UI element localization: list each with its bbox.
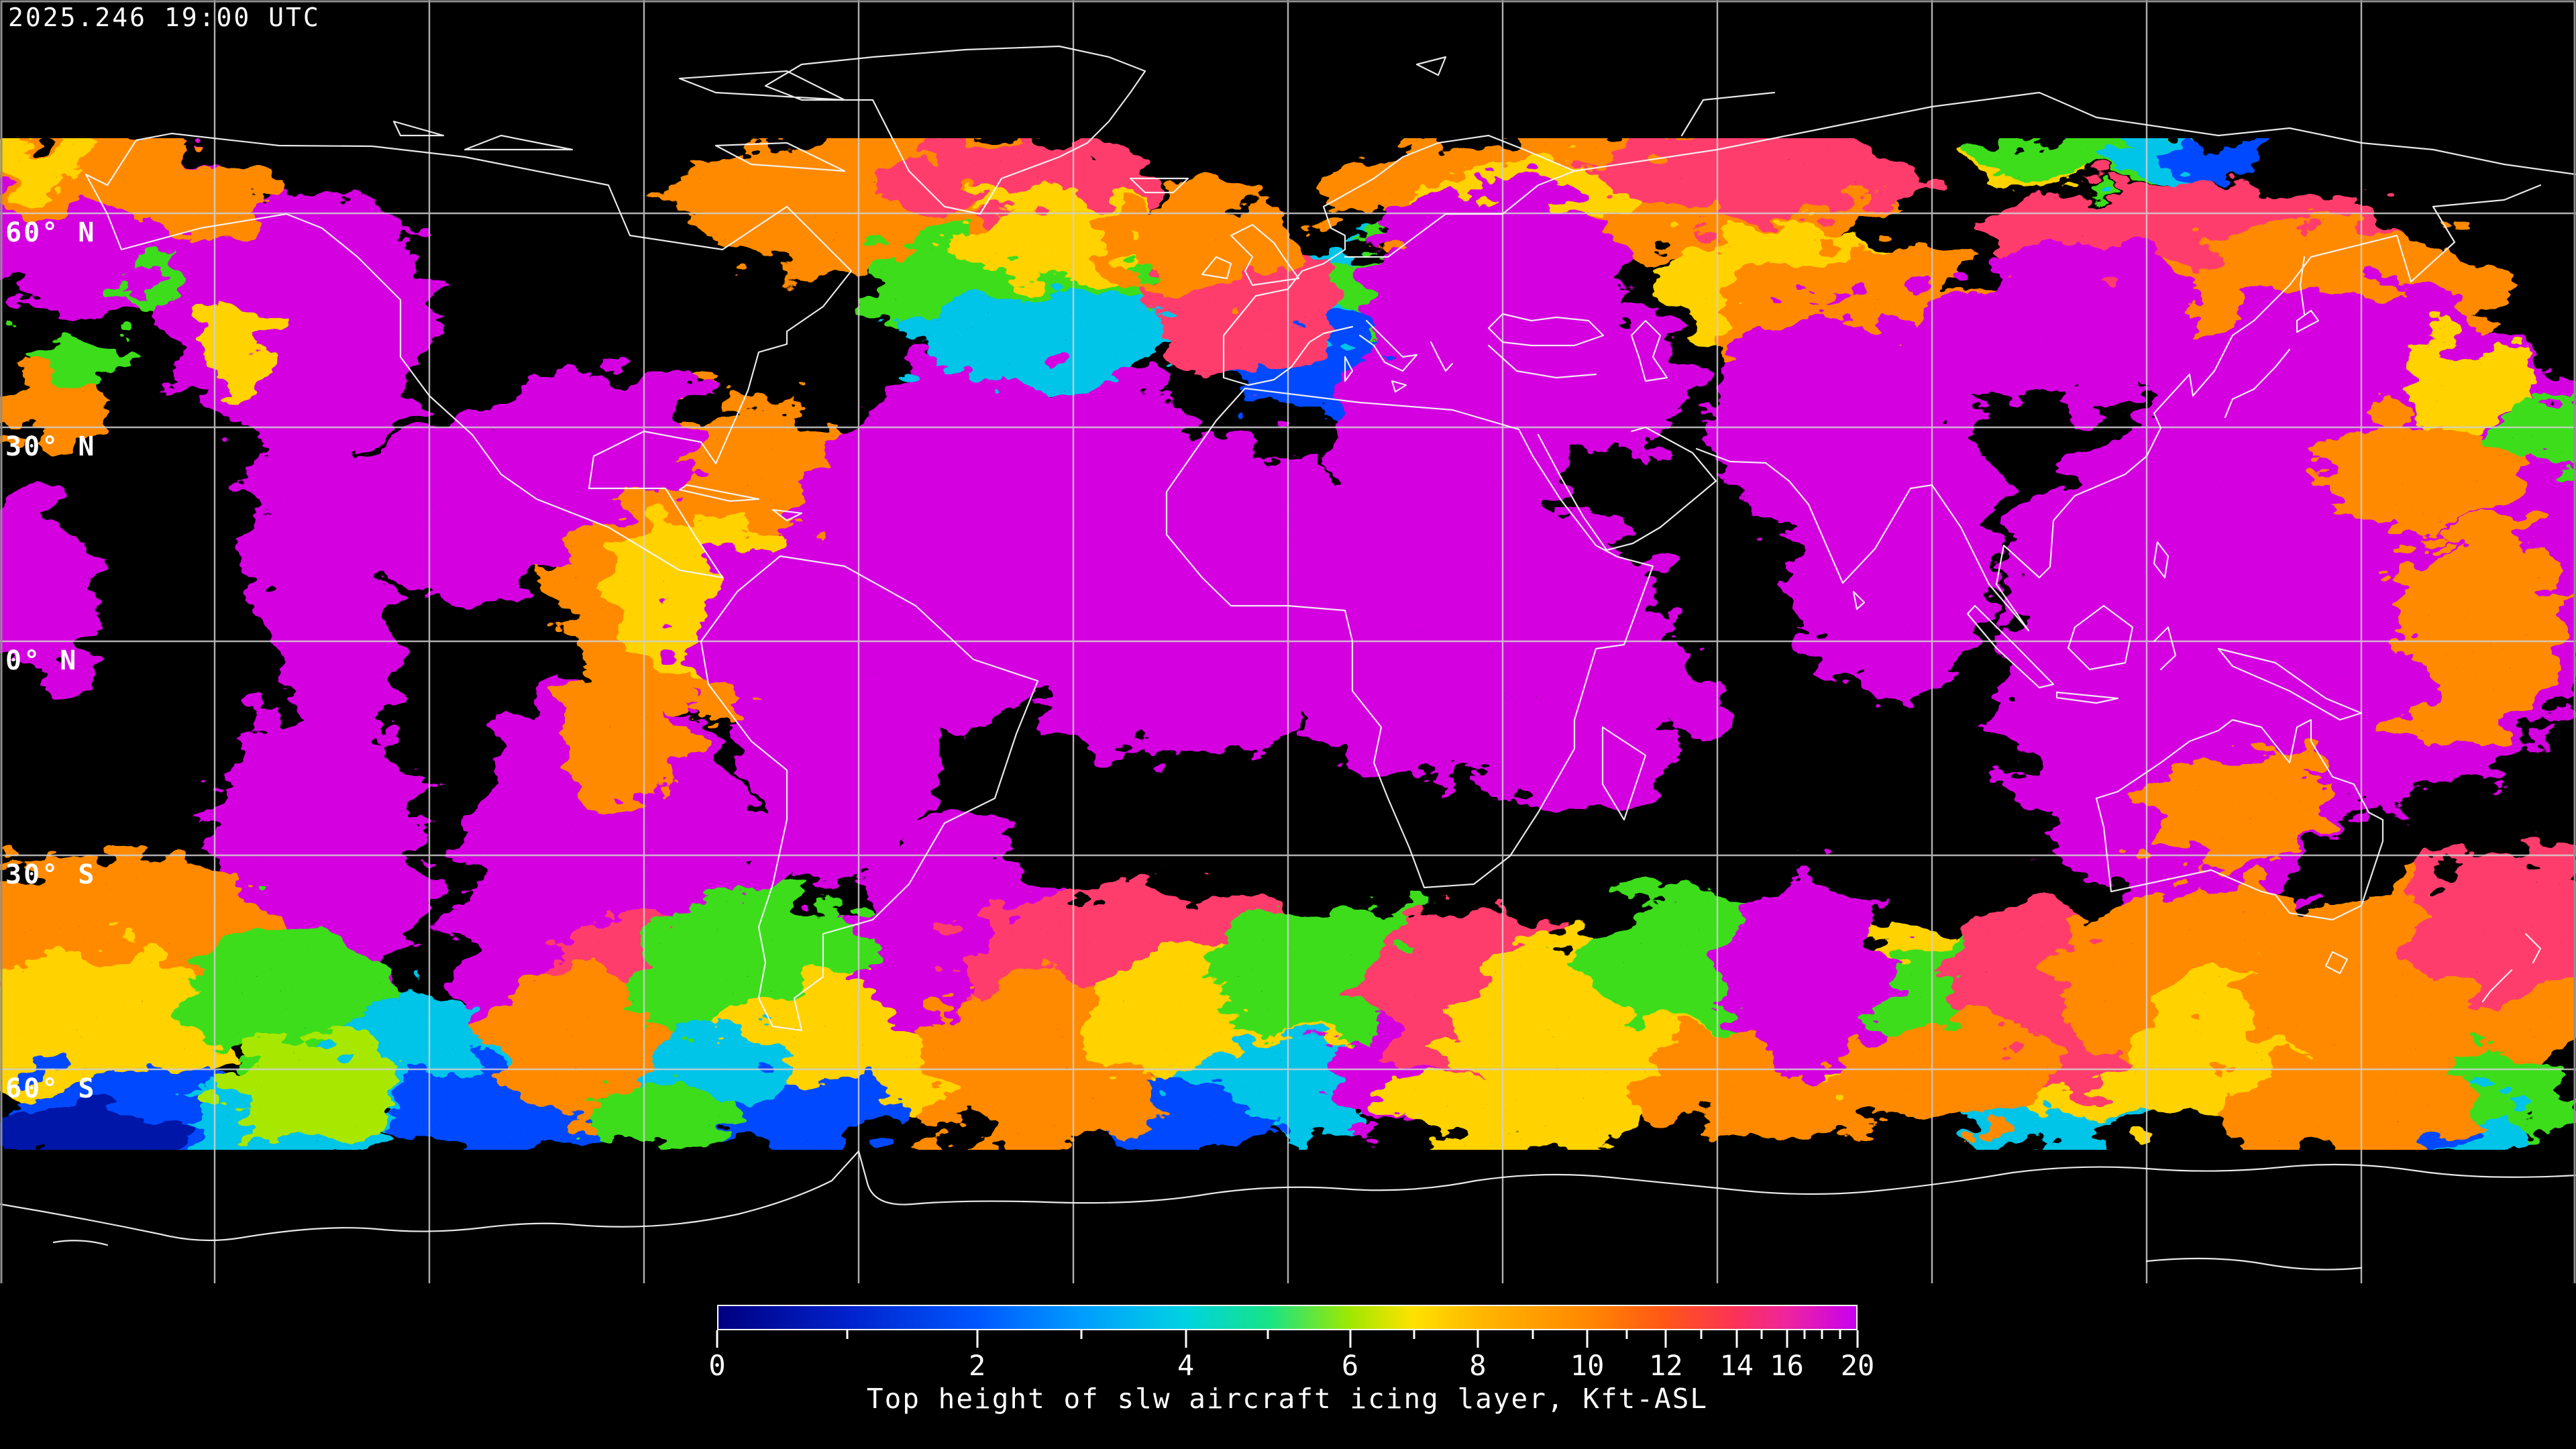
latitude-label: 60° S (5, 1073, 97, 1104)
colorbar-major-tick (1664, 1330, 1667, 1348)
colorbar-minor-tick (1413, 1330, 1415, 1339)
colorbar-tick-label: 16 (1770, 1349, 1804, 1382)
colorbar-major-tick (1477, 1330, 1479, 1348)
colorbar-major-tick (1856, 1330, 1859, 1348)
colorbar-tick-label: 12 (1649, 1349, 1683, 1382)
colorbar-tick-label: 20 (1840, 1349, 1875, 1382)
colorbar-minor-tick (1267, 1330, 1269, 1339)
colorbar-major-tick (1349, 1330, 1351, 1348)
colorbar-tick-label: 0 (708, 1349, 726, 1382)
colorbar-major-tick (976, 1330, 979, 1348)
colorbar-minor-tick (1821, 1330, 1823, 1339)
coast-oceania-antarctica (0, 718, 2576, 1271)
timestamp-label: 2025.246 19:00 UTC (8, 3, 321, 32)
colorbar-minor-tick (1760, 1330, 1763, 1339)
colorbar-tick-label: 6 (1341, 1349, 1359, 1382)
latitude-label: 30° N (5, 431, 97, 462)
map-canvas (0, 0, 2576, 1283)
latitude-label: 60° N (5, 217, 97, 248)
colorbar: 0 2 4 6 8 10 12 14 16 20 Top height of slw aircra… (708, 1305, 1874, 1415)
colorbar-major-tick (1735, 1330, 1738, 1348)
colorbar-minor-tick (1700, 1330, 1703, 1339)
colorbar-gradient (717, 1305, 1858, 1330)
colorbar-ticks (716, 1330, 1859, 1350)
graticule (0, 0, 2576, 1283)
colorbar-major-tick (716, 1330, 718, 1348)
colorbar-tick-label: 8 (1469, 1349, 1487, 1382)
world-map: 2025.246 19:00 UTC 60° N 30° N 0° N 30° S 60… (0, 0, 2576, 1283)
colorbar-minor-tick (1080, 1330, 1083, 1339)
map-frame (0, 0, 2576, 1283)
colorbar-major-tick (1786, 1330, 1788, 1348)
colorbar-tick-label: 2 (968, 1349, 986, 1382)
colorbar-minor-tick (1532, 1330, 1534, 1339)
colorbar-tick-label: 14 (1719, 1349, 1754, 1382)
colorbar-minor-tick (1803, 1330, 1806, 1339)
colorbar-major-tick (1586, 1330, 1589, 1348)
colorbar-minor-tick (1839, 1330, 1841, 1339)
colorbar-major-tick (1185, 1330, 1187, 1348)
colorbar-tick-label: 4 (1177, 1349, 1195, 1382)
coastlines (0, 45, 2576, 1271)
colorbar-minor-tick (1625, 1330, 1628, 1339)
latitude-label: 30° S (5, 859, 97, 890)
coast-afroeurasia (1165, 56, 2576, 889)
latitude-label: 0° N (5, 645, 78, 676)
coast-americas (85, 45, 1189, 1032)
colorbar-minor-tick (846, 1330, 849, 1339)
colorbar-tick-label: 10 (1570, 1349, 1605, 1382)
colorbar-title: Top height of slw aircraft icing layer, … (866, 1383, 1709, 1415)
